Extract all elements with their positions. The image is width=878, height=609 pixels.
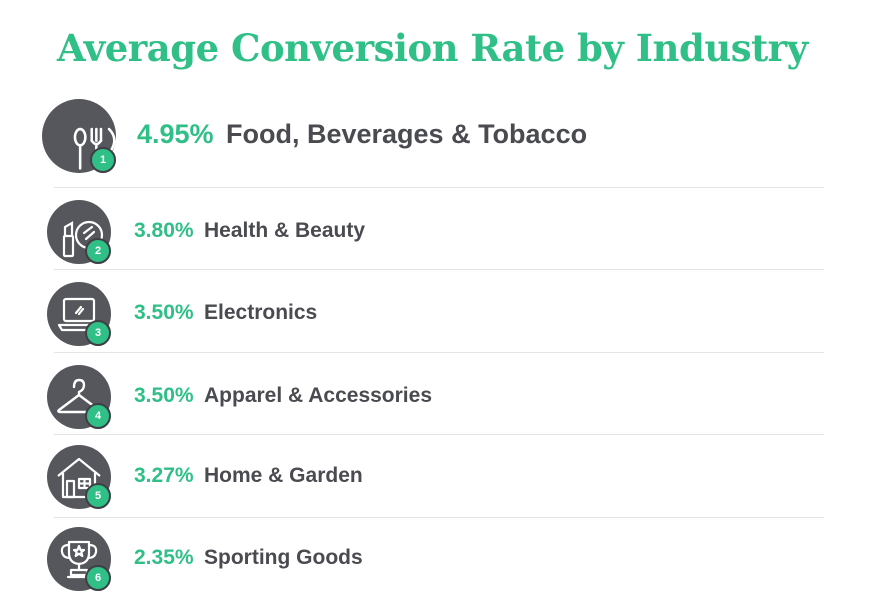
industry-icon-circle (47, 200, 111, 264)
conversion-rate-value: 3.50% (134, 383, 194, 407)
chart-title: Average Conversion Rate by Industry (57, 26, 808, 70)
row-divider (54, 269, 824, 270)
conversion-rate-value: 2.35% (134, 545, 194, 569)
industry-label: Food, Beverages & Tobacco (226, 119, 588, 150)
industry-label: Health & Beauty (204, 218, 366, 242)
conversion-rate-value: 3.80% (134, 218, 194, 242)
row-divider (54, 187, 824, 188)
rank-badge: 1 (90, 147, 116, 173)
conversion-rate-value: 4.95% (137, 119, 214, 150)
conversion-rate-value: 3.27% (134, 463, 194, 487)
rank-badge: 3 (85, 320, 111, 346)
rank-badge: 4 (85, 403, 111, 429)
trophy-icon (60, 540, 98, 579)
rank-badge: 6 (85, 565, 111, 591)
rank-badge: 5 (85, 483, 111, 509)
conversion-rate-value: 3.50% (134, 300, 194, 324)
rank-badge: 2 (85, 238, 111, 264)
row-divider (54, 434, 824, 435)
industry-label: Electronics (204, 300, 318, 324)
row-divider (54, 517, 824, 518)
industry-label: Home & Garden (204, 463, 363, 487)
industry-label: Apparel & Accessories (204, 383, 432, 407)
row-divider (54, 352, 824, 353)
cosmetics-icon (62, 220, 104, 258)
industry-label: Sporting Goods (204, 545, 363, 569)
